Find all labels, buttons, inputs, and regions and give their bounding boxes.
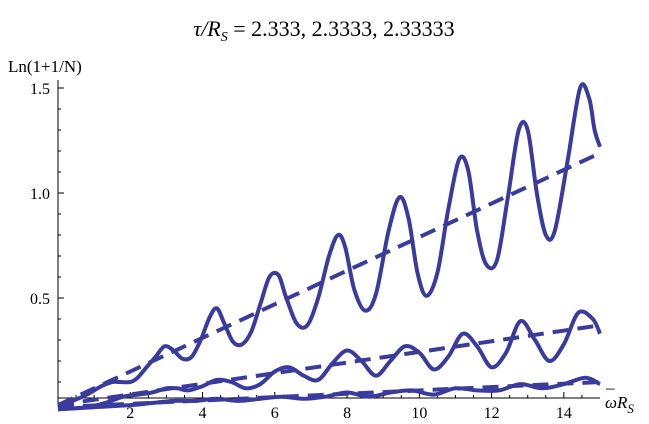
- title-tau: τ: [193, 16, 202, 41]
- title-slash-r: /R: [199, 16, 221, 41]
- x-tick-label: 12: [484, 405, 500, 422]
- title-sub-s: S: [221, 30, 228, 45]
- y-tick-label: 1.0: [30, 186, 50, 203]
- x-tick-label: 14: [556, 405, 572, 422]
- y-axis-title: Ln(1+1/N): [8, 57, 82, 76]
- title-values: = 2.333, 2.3333, 2.33333: [228, 16, 455, 41]
- dashed-trend-line-3: [57, 323, 601, 408]
- x-title-omega: ω: [605, 393, 617, 412]
- x-tick-label: 6: [271, 405, 279, 422]
- x-tick-label: 4: [199, 405, 207, 422]
- x-title-r: R: [616, 393, 628, 412]
- x-tick-label: 2: [126, 405, 134, 422]
- x-title-sub-s: S: [627, 401, 634, 416]
- series-layer: [57, 82, 602, 412]
- x-axis-title: ωRS –: [605, 378, 634, 416]
- svg-text:ωRS: ωRS: [605, 393, 634, 416]
- chart-title: τ/RS = 2.333, 2.3333, 2.33333: [193, 16, 454, 45]
- x-tick-label: 10: [411, 405, 427, 422]
- x-tick-label: 8: [343, 405, 351, 422]
- dashed-trend-line-5: [57, 380, 601, 410]
- y-tick-label: 1.5: [30, 81, 50, 98]
- oscillating-series-line-0: [57, 82, 602, 410]
- y-tick-label: 0.5: [30, 291, 50, 308]
- axis-ticks: 2 4 6 8 10 12 14 0.5 1.0 1.5: [30, 81, 583, 422]
- x-title-bar: –: [605, 378, 615, 397]
